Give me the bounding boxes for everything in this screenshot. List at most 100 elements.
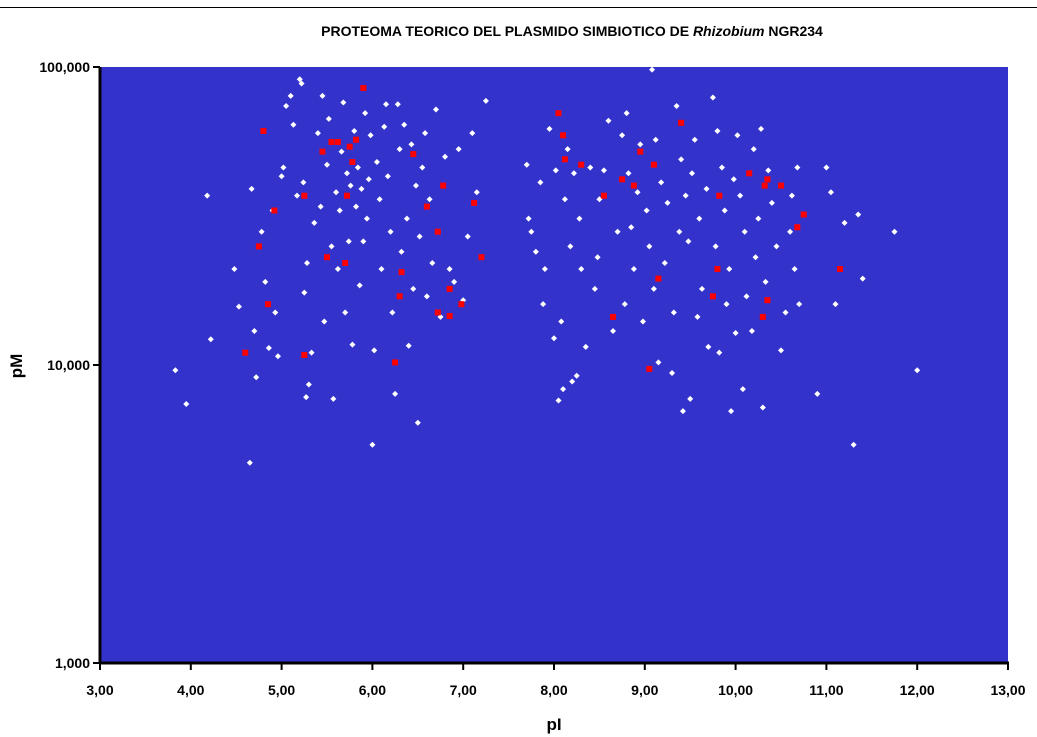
points-layer [172,66,921,466]
series-1-point [859,275,866,282]
series-1-point [367,132,374,139]
series-1-point [564,146,571,153]
series-1-point [301,289,308,296]
series-1-point [567,243,574,250]
series-1-point [294,192,301,199]
x-tick-label: 13,00 [990,682,1025,698]
series-2-point [242,349,249,356]
series-2-point [446,285,453,292]
series-1-point [396,146,403,153]
series-1-point [649,66,656,73]
series-1-point [685,238,692,245]
series-1-point [296,76,303,83]
series-1-point [655,359,662,366]
series-1-point [689,170,696,177]
series-2-point [440,182,447,189]
series-1-point [827,189,834,196]
series-1-point [855,211,862,218]
series-2-point [610,313,616,320]
series-2-point [778,182,784,189]
series-1-point [336,207,343,214]
series-1-point [246,459,253,466]
series-1-point [482,97,489,104]
series-1-point [891,228,898,235]
series-1-point [343,170,350,177]
series-1-point [324,161,330,168]
series-1-point [669,370,676,377]
series-1-point [621,301,628,308]
series-1-point [573,372,580,379]
series-1-point [446,265,453,272]
series-2-point [458,301,465,308]
series-2-point [555,110,562,117]
series-1-point [340,99,347,106]
series-1-point [300,179,307,186]
series-2-point [255,243,262,250]
series-2-point [423,203,430,210]
x-tick-label: 12,00 [900,682,935,698]
series-1-point [570,170,577,177]
series-1-point [737,192,744,199]
series-2-point [346,143,353,150]
series-1-point [734,132,741,139]
title-part-3: NGR234 [764,23,823,39]
series-1-point [251,328,258,335]
series-1-point [561,196,568,203]
series-2-point [794,224,801,231]
series-2-point [764,297,771,304]
series-1-point [569,378,576,385]
series-2-point [353,136,360,143]
series-1-point [381,123,388,130]
series-1-point [630,265,637,272]
series-2-point [319,148,326,155]
series-1-point [758,125,765,132]
series-1-point [403,215,410,222]
series-1-point [605,117,612,124]
series-1-point [639,318,646,325]
series-1-point [578,265,585,272]
series-1-point [796,301,803,308]
series-1-point [253,374,260,381]
series-1-point [394,101,401,108]
series-1-point [743,293,750,300]
axes-layer: 3,00 4,00 5,00 6,00 7,00 8,00 9,00 10,00 11,00 12… [39,59,1025,698]
x-tick-label: 9,00 [631,682,658,698]
series-2-point [301,192,308,199]
series-1-point [664,199,671,206]
series-1-point [537,179,544,186]
x-tick-label: 7,00 [450,682,477,698]
series-1-point [679,408,686,415]
series-1-point [637,141,644,148]
series-1-point [841,219,848,226]
series-1-point [376,196,383,203]
series-1-point [914,367,921,374]
series-1-point [231,265,238,272]
series-1-point [305,381,312,388]
x-tick-label: 4,00 [177,682,204,698]
series-1-point [676,228,683,235]
series-1-point [594,254,601,261]
series-2-point [271,207,278,214]
series-1-point [587,164,594,171]
series-1-point [287,92,294,99]
series-1-point [762,278,769,285]
series-1-point [412,182,419,189]
x-tick-label: 10,00 [718,682,753,698]
series-1-point [703,185,710,192]
series-1-point [750,146,757,153]
x-tick-label: 5,00 [268,682,295,698]
series-2-point [561,156,568,163]
series-2-point [334,139,341,145]
series-1-point [373,158,380,165]
series-1-point [426,196,433,203]
series-1-point [207,336,214,343]
series-1-point [204,192,211,199]
series-1-point [540,301,547,308]
series-1-point [280,164,287,171]
series-2-point [764,176,771,183]
series-1-point [723,301,730,308]
title-part-2-italic: Rhizobium [693,23,765,39]
series-1-point [422,130,429,137]
series-1-point [721,207,728,214]
series-1-point [360,238,367,245]
